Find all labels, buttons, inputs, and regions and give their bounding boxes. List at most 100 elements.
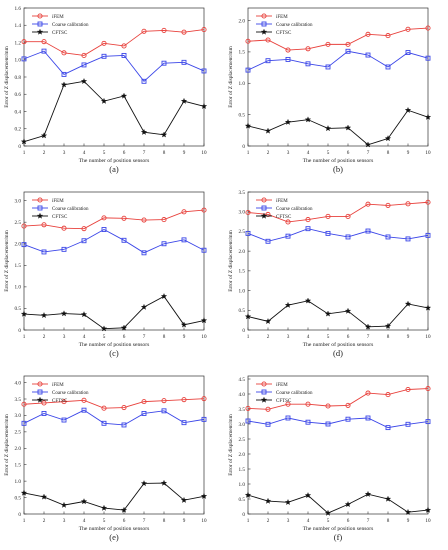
data-point xyxy=(21,56,27,62)
legend-label: iFEM xyxy=(52,15,64,20)
data-point xyxy=(41,222,47,228)
data-point xyxy=(160,292,168,300)
y-tick-label: 0 xyxy=(18,328,21,334)
y-tick-label: 2.5 xyxy=(15,430,22,436)
legend-label: Coarse calibration xyxy=(276,391,313,396)
y-tick-label: 0.5 xyxy=(239,497,246,503)
series-coarse-calibration xyxy=(21,227,207,256)
data-point xyxy=(121,52,127,58)
data-point xyxy=(81,62,87,68)
data-point xyxy=(100,97,108,104)
x-tick-label: 10 xyxy=(201,518,207,524)
legend-marker xyxy=(37,197,43,203)
y-tick-label: 0.5 xyxy=(239,112,246,118)
y-tick-label: 0.5 xyxy=(15,306,22,312)
y-tick-label: 3.0 xyxy=(15,198,22,204)
x-tick-label: 6 xyxy=(123,518,126,524)
data-point xyxy=(304,492,312,499)
x-tick-label: 6 xyxy=(123,334,126,340)
legend-marker xyxy=(37,389,43,395)
x-tick-label: 8 xyxy=(387,518,390,524)
y-tick-label: 0.8 xyxy=(15,75,22,81)
data-point xyxy=(285,47,291,53)
series-line xyxy=(247,201,429,223)
data-point xyxy=(325,41,331,47)
data-point xyxy=(245,230,251,236)
data-point xyxy=(385,234,391,240)
data-point xyxy=(180,321,188,328)
data-point xyxy=(244,491,252,498)
series-coarse-calibration xyxy=(245,415,431,431)
data-point xyxy=(141,28,147,34)
data-point xyxy=(265,406,271,412)
x-tick-label: 10 xyxy=(201,150,207,156)
data-point xyxy=(304,116,312,123)
x-tick-label: 7 xyxy=(143,150,146,156)
data-point xyxy=(120,92,128,99)
data-point xyxy=(305,401,311,407)
x-tick-label: 8 xyxy=(387,150,390,156)
data-point xyxy=(265,37,271,43)
data-point xyxy=(325,213,331,219)
legend-marker xyxy=(36,28,44,35)
data-point xyxy=(305,61,311,67)
data-point xyxy=(365,228,371,234)
data-point xyxy=(344,501,352,508)
data-point xyxy=(345,416,351,422)
legend-label: Coarse calibration xyxy=(52,207,89,212)
data-point xyxy=(405,236,411,242)
legend: iFEM Coarse calibration CFTSC xyxy=(32,13,89,36)
legend-label: CFTSC xyxy=(276,215,292,220)
data-point xyxy=(180,496,188,503)
data-point xyxy=(284,498,292,506)
data-point xyxy=(404,300,412,307)
legend: iFEM Coarse calibration CFTSC xyxy=(256,197,313,220)
y-tick-label: 3.5 xyxy=(239,190,246,196)
legend-marker xyxy=(261,205,267,211)
series-line xyxy=(23,229,205,254)
data-point xyxy=(121,215,127,221)
x-tick-label: 1 xyxy=(247,150,250,156)
data-point xyxy=(325,421,331,427)
data-point xyxy=(41,411,47,416)
y-tick-label: 3.0 xyxy=(15,413,22,419)
panel-caption: (b) xyxy=(333,164,343,174)
x-tick-label: 7 xyxy=(367,518,370,524)
legend-label: CFTSC xyxy=(276,31,292,36)
data-point xyxy=(285,219,291,225)
series-coarse-calibration xyxy=(245,48,431,73)
data-point xyxy=(140,480,148,487)
y-tick-label: 1.0 xyxy=(15,58,22,64)
data-point xyxy=(101,215,107,221)
legend-marker xyxy=(37,13,43,19)
data-point xyxy=(201,27,207,33)
data-point xyxy=(100,504,108,511)
series-cftsc xyxy=(244,106,432,148)
legend: iFEM Coarse calibration CFTSC xyxy=(32,381,89,404)
data-point xyxy=(284,301,292,308)
series-cftsc xyxy=(20,479,208,513)
x-tick-label: 7 xyxy=(143,518,146,524)
data-point xyxy=(20,138,28,145)
legend-marker xyxy=(37,21,43,27)
data-point xyxy=(264,317,272,325)
data-point xyxy=(324,125,332,132)
data-point xyxy=(81,407,87,413)
series-line xyxy=(24,29,205,56)
legend-label: iFEM xyxy=(52,199,64,204)
y-tick-label: 2.5 xyxy=(239,229,246,235)
y-tick-label: 3.0 xyxy=(239,210,246,216)
x-tick-label: 3 xyxy=(63,518,66,524)
series-cftsc xyxy=(244,297,432,330)
data-point xyxy=(141,411,147,416)
y-axis-label: Error of Z displacement/mm xyxy=(3,229,10,291)
data-point xyxy=(181,29,187,35)
x-tick-label: 4 xyxy=(83,334,86,340)
series-ifem xyxy=(21,207,207,232)
x-tick-label: 3 xyxy=(63,334,66,340)
panel-caption: (f) xyxy=(334,532,343,542)
plot-frame xyxy=(247,191,429,331)
y-tick-label: 1.0 xyxy=(15,285,22,291)
y-tick-label: 0.5 xyxy=(15,495,22,501)
y-tick-label: 1.4 xyxy=(15,23,22,29)
